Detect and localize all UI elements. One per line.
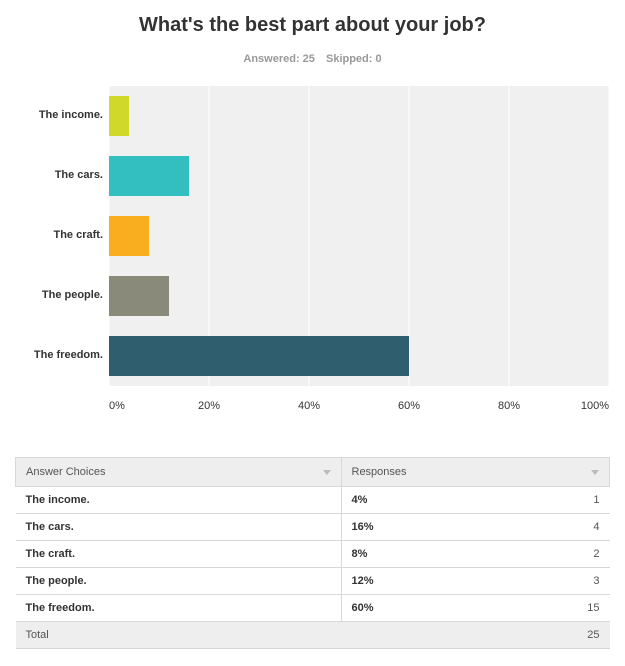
category-label: The people. bbox=[41, 289, 103, 301]
response-count-cell: 1 bbox=[493, 486, 610, 514]
response-count-cell: 4 bbox=[493, 513, 610, 541]
sort-caret-icon[interactable] bbox=[591, 470, 599, 475]
response-percent-cell: 60% bbox=[341, 594, 494, 622]
x-tick-label: 40% bbox=[297, 400, 321, 412]
answer-choice-cell: The freedom. bbox=[15, 594, 342, 622]
category-label: The craft. bbox=[53, 229, 103, 241]
bar-the-income[interactable] bbox=[109, 96, 129, 136]
total-spacer bbox=[341, 621, 494, 649]
response-percent-cell: 4% bbox=[341, 486, 494, 514]
bar-the-cars[interactable] bbox=[109, 156, 189, 196]
table-row: The freedom. 60% 15 bbox=[15, 594, 610, 622]
category-label: The freedom. bbox=[33, 349, 103, 361]
total-label: Total bbox=[15, 621, 341, 649]
response-summary: Answered: 25 Skipped: 0 bbox=[0, 53, 625, 65]
total-count: 25 bbox=[493, 621, 610, 649]
skipped-count: Skipped: 0 bbox=[325, 53, 382, 65]
table-row: The income. 4% 1 bbox=[15, 486, 610, 514]
x-tick-label: 20% bbox=[197, 400, 221, 412]
response-percent-cell: 16% bbox=[341, 513, 494, 541]
chart-title: What's the best part about your job? bbox=[139, 14, 486, 36]
answer-choice-cell: The craft. bbox=[15, 540, 342, 568]
sort-caret-icon[interactable] bbox=[322, 470, 331, 475]
answered-count: Answered: 25 bbox=[243, 53, 315, 65]
response-count-cell: 15 bbox=[493, 594, 610, 622]
response-count-cell: 3 bbox=[493, 567, 610, 595]
answer-choice-cell: The people. bbox=[15, 567, 342, 595]
bar-chart bbox=[108, 86, 610, 386]
category-label: The cars. bbox=[54, 169, 103, 181]
category-label: The income. bbox=[38, 109, 103, 121]
x-tick-label: 100% bbox=[580, 400, 609, 412]
response-percent-cell: 12% bbox=[341, 567, 494, 595]
bar-the-people[interactable] bbox=[109, 276, 169, 316]
table-row: The cars. 16% 4 bbox=[15, 513, 610, 541]
answer-choices-header[interactable]: Answer Choices bbox=[15, 457, 342, 487]
total-row: Total 25 bbox=[15, 621, 610, 649]
responses-table: Answer Choices Responses The income. 4% 1 T… bbox=[15, 457, 610, 649]
x-tick-label: 80% bbox=[497, 400, 521, 412]
answer-choice-cell: The cars. bbox=[15, 513, 342, 541]
response-percent-cell: 8% bbox=[341, 540, 494, 568]
response-count-cell: 2 bbox=[493, 540, 610, 568]
responses-header[interactable]: Responses bbox=[340, 457, 610, 487]
x-tick-label: 60% bbox=[397, 400, 421, 412]
answer-choice-cell: The income. bbox=[15, 486, 342, 514]
x-tick-label: 0% bbox=[109, 400, 125, 412]
bar-the-freedom[interactable] bbox=[109, 336, 409, 376]
plot-area bbox=[108, 86, 610, 386]
table-row: The craft. 8% 2 bbox=[15, 540, 610, 568]
bar-the-craft[interactable] bbox=[109, 216, 149, 256]
table-row: The people. 12% 3 bbox=[15, 567, 610, 595]
